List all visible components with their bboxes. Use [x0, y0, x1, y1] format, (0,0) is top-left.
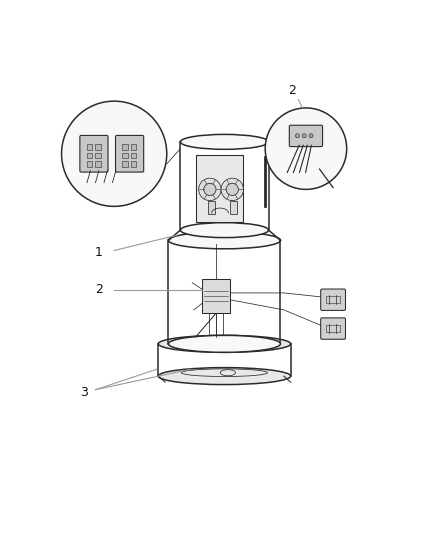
FancyBboxPatch shape	[290, 125, 322, 147]
Bar	[326, 325, 340, 332]
Circle shape	[221, 178, 244, 200]
Bar	[122, 161, 128, 167]
Bar	[131, 144, 136, 150]
Ellipse shape	[169, 232, 280, 249]
Bar	[208, 201, 215, 214]
Circle shape	[204, 183, 216, 196]
Bar	[87, 144, 92, 150]
Text: 2: 2	[289, 84, 296, 98]
Bar	[87, 153, 92, 158]
Ellipse shape	[158, 368, 291, 385]
Bar	[202, 279, 230, 313]
Circle shape	[302, 134, 306, 138]
Bar	[196, 156, 243, 222]
Bar	[95, 153, 101, 158]
FancyBboxPatch shape	[321, 318, 346, 340]
Ellipse shape	[180, 134, 268, 149]
Bar	[95, 144, 101, 150]
Circle shape	[295, 134, 300, 138]
Ellipse shape	[180, 223, 268, 238]
Text: 1: 1	[95, 246, 103, 260]
Bar	[122, 144, 128, 150]
FancyBboxPatch shape	[321, 289, 346, 310]
Bar	[95, 161, 101, 167]
Bar	[87, 161, 92, 167]
Bar	[131, 161, 136, 167]
Bar	[122, 153, 128, 158]
Text: 3: 3	[80, 385, 88, 399]
Bar	[131, 153, 136, 158]
Ellipse shape	[220, 370, 236, 376]
Ellipse shape	[169, 335, 280, 352]
Circle shape	[61, 101, 167, 206]
Bar	[230, 201, 237, 214]
Circle shape	[226, 183, 238, 196]
Circle shape	[265, 108, 346, 189]
Circle shape	[309, 134, 313, 138]
FancyBboxPatch shape	[80, 135, 108, 172]
Ellipse shape	[158, 335, 291, 352]
Text: 2: 2	[95, 283, 103, 296]
Circle shape	[199, 178, 221, 200]
Bar	[326, 296, 340, 303]
FancyBboxPatch shape	[116, 135, 144, 172]
